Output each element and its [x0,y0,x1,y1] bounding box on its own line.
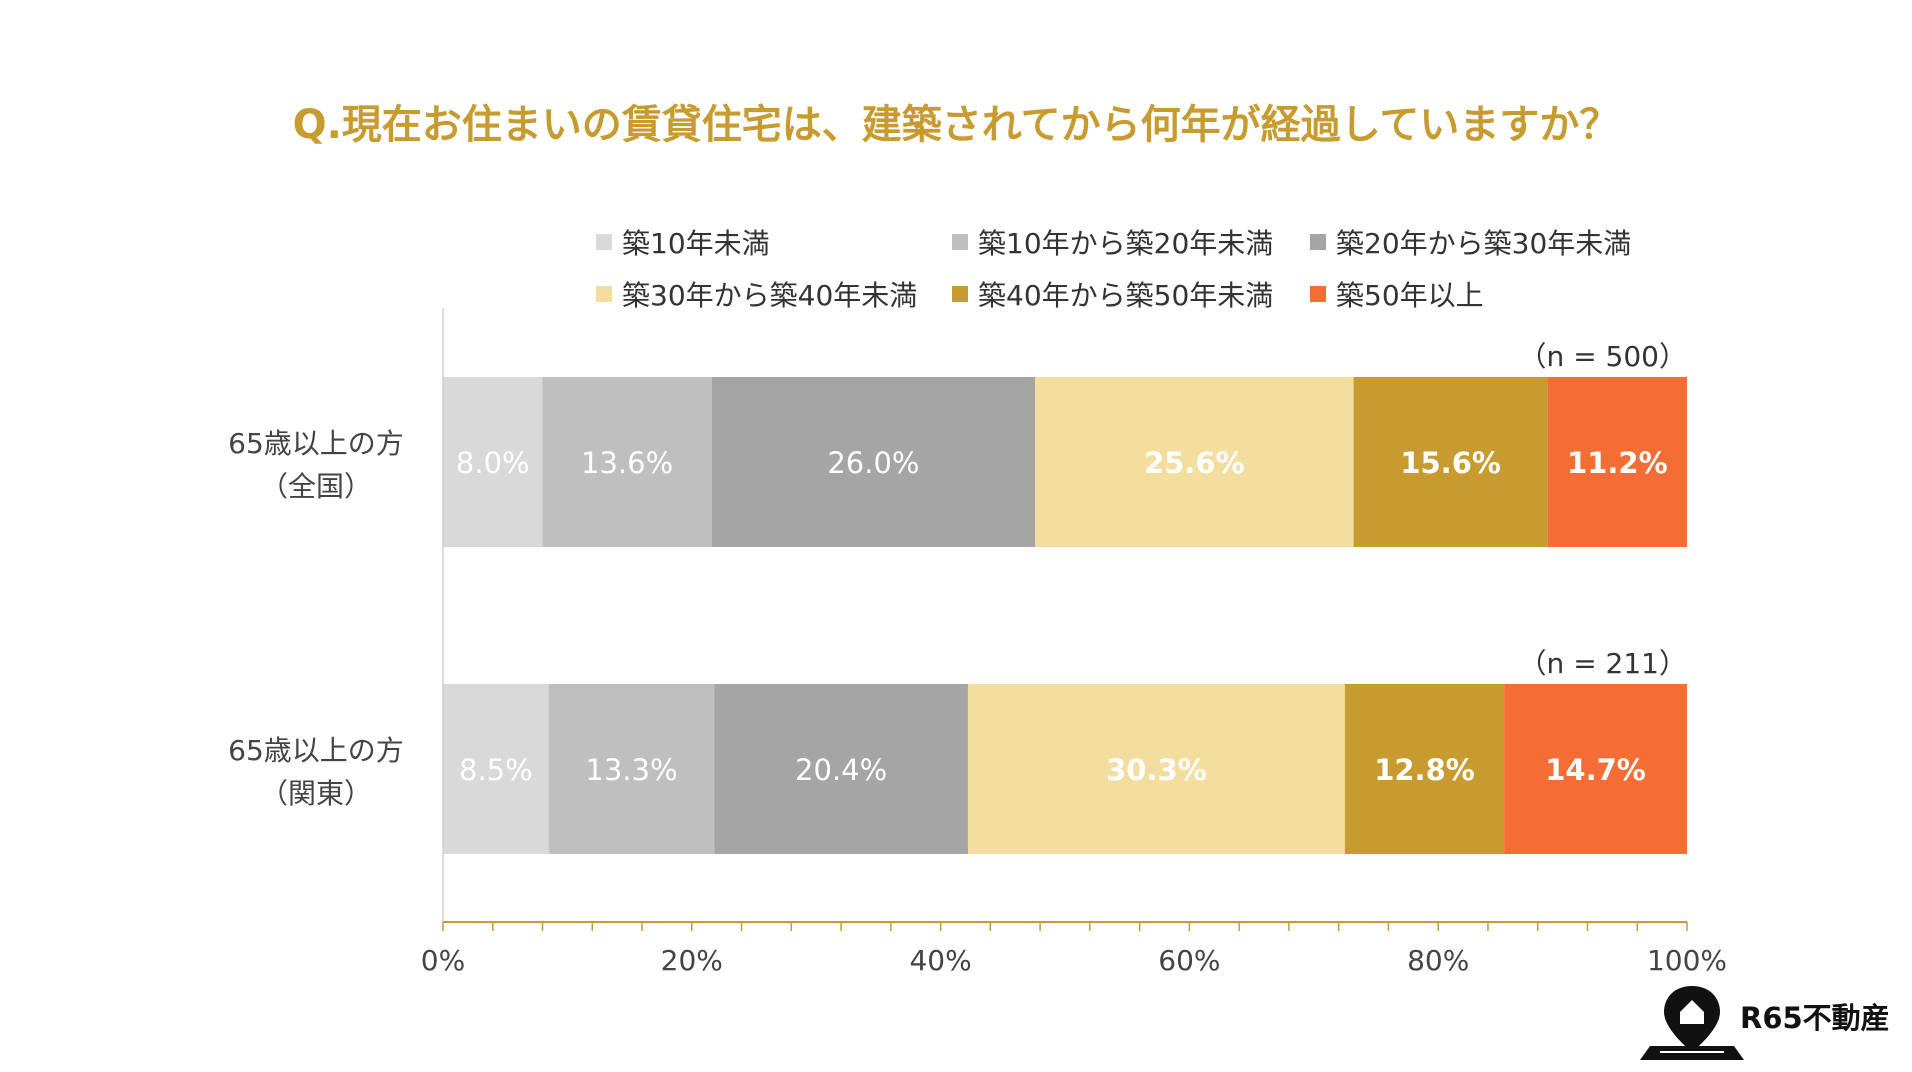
legend-label: 築10年未満 [622,227,770,260]
data-label: 12.8% [1374,753,1475,787]
data-label: 13.6% [581,446,673,480]
x-tick-label: 40% [909,944,971,977]
data-label: 11.2% [1567,446,1668,480]
data-label: 20.4% [795,753,887,787]
bar-segment [548,684,715,854]
sample-size-label: （n = 500） [1519,340,1687,373]
data-label: 25.6% [1144,446,1245,480]
data-label: 30.3% [1106,753,1207,787]
bar-segment [542,377,712,547]
bar-segment [443,684,549,854]
logo: R65不動産 [1640,986,1890,1060]
legend-label: 築40年から築50年未満 [978,279,1273,312]
bar-segment [1344,684,1505,854]
data-label: 8.0% [456,446,530,480]
legend-label: 築20年から築30年未満 [1336,227,1631,260]
bar-segment [1035,377,1354,547]
legend-label: 築10年から築20年未満 [978,227,1273,260]
data-label: 14.7% [1545,753,1646,787]
category-sublabel: （全国） [260,470,372,503]
bars: 8.0% 13.6% 26.0% 25.6% 15.6% 11.2% （n = 500） 8.… [443,340,1687,854]
x-tick-label: 60% [1158,944,1220,977]
bar-segment [711,377,1036,547]
data-label: 15.6% [1400,446,1501,480]
sample-size-label: （n = 211） [1519,647,1687,680]
chart-title: Q.現在お住まいの賃貸住宅は、建築されてから何年が経過していますか？ [293,102,1620,148]
legend: 築10年未満 築10年から築20年未満 築20年から築30年未満築30年から築40年… [596,227,1631,312]
house-pin-icon [1640,986,1744,1060]
legend-label: 築50年以上 [1336,279,1484,312]
legend-swatch [1310,286,1326,302]
x-tick-label: 100% [1647,944,1727,977]
legend-swatch [596,234,612,250]
bar-segment [1547,377,1687,547]
x-axis: 0% 20% 40% 60% 80% 100% [421,308,1727,977]
category-labels: 65歳以上の方 （全国） 65歳以上の方 （関東） [228,427,404,810]
data-label: 13.3% [585,753,677,787]
bar-segment [1353,377,1548,547]
legend-swatch [596,286,612,302]
bar-segment [714,684,968,854]
x-tick-label: 0% [421,944,465,977]
category-label: 65歳以上の方 [228,427,404,460]
x-tick-label: 80% [1407,944,1469,977]
data-label: 8.5% [459,753,533,787]
category-label: 65歳以上の方 [228,734,404,767]
bar-segment [443,377,543,547]
legend-label: 築30年から築40年未満 [622,279,917,312]
bar-segment [1504,684,1687,854]
data-label: 26.0% [827,446,919,480]
logo-text: R65不動産 [1740,1001,1890,1035]
x-tick-label: 20% [661,944,723,977]
legend-swatch [952,234,968,250]
bar-segment [967,684,1345,854]
legend-swatch [952,286,968,302]
category-sublabel: （関東） [260,777,372,810]
legend-swatch [1310,234,1326,250]
